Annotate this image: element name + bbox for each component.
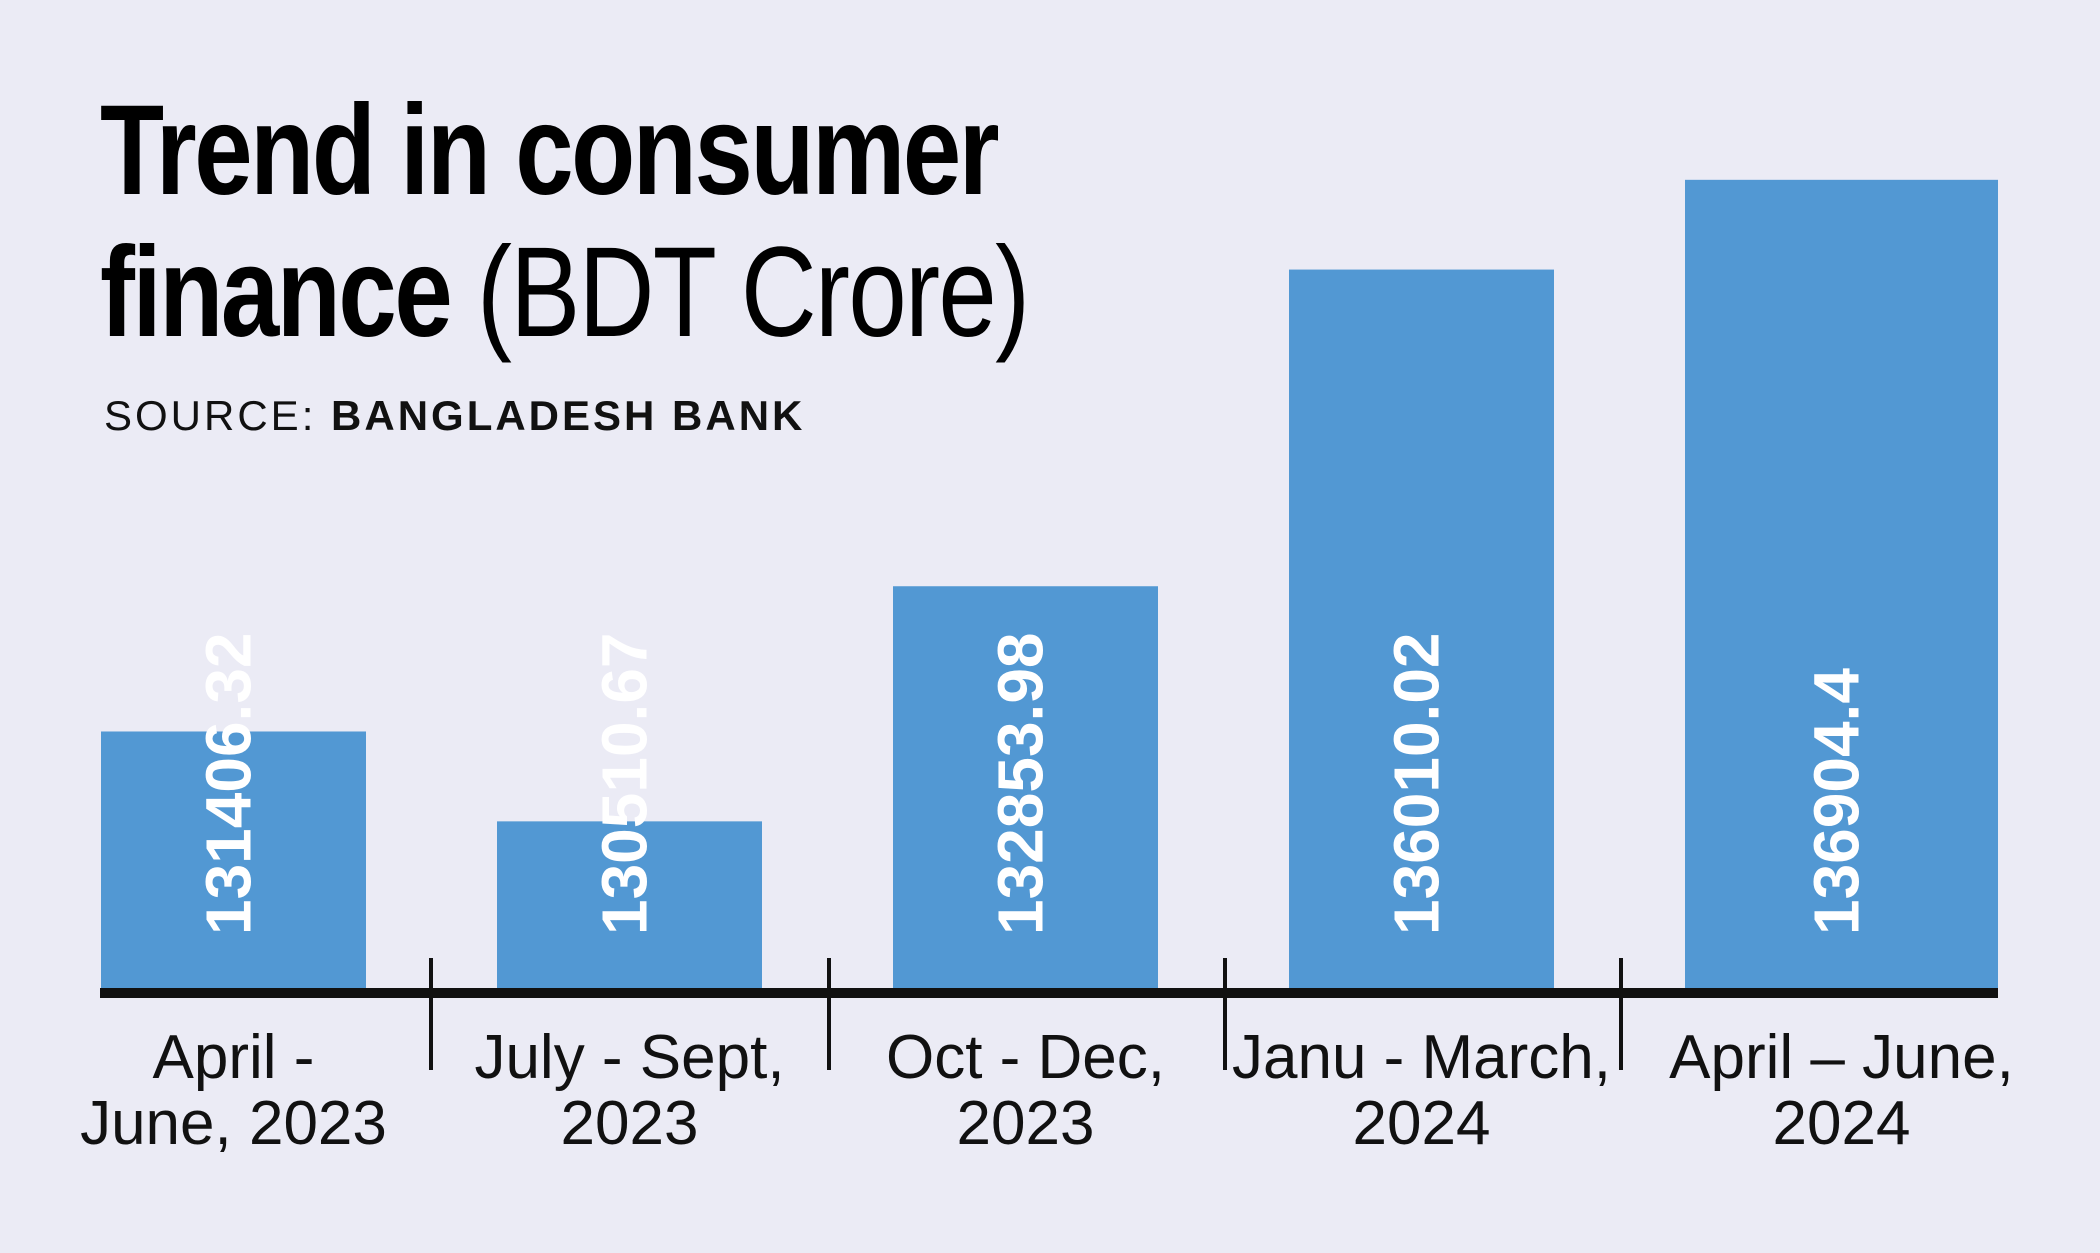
title-line-2: finance (BDT Crore) [100, 221, 1030, 364]
bar-1 [101, 731, 366, 993]
axis-layer [100, 958, 1998, 1070]
value-label-1: 131406.32 [192, 632, 264, 935]
value-label-5: 136904.4 [1800, 668, 1872, 935]
source-label: SOURCE: [104, 392, 317, 439]
bar-4 [1289, 269, 1554, 994]
category-label-1: April -June, 2023 [80, 1023, 387, 1158]
category-label-3: Oct - Dec, 2023 [886, 1023, 1165, 1158]
x-axis-line [100, 988, 1998, 998]
value-label-3: 132853.98 [984, 632, 1056, 935]
axis-divider-3 [1223, 958, 1227, 1070]
bar-3 [893, 586, 1158, 993]
value-label-2: 130510.67 [588, 632, 660, 935]
title-main: finance [100, 221, 453, 364]
axis-divider-1 [429, 958, 433, 1070]
labels-layer: 131406.32 April -June, 2023 130510.67 July … [80, 632, 2014, 1158]
axis-divider-2 [827, 958, 831, 1070]
value-label-4: 136010.02 [1380, 632, 1452, 935]
title-line-1: Trend in consumer [100, 79, 1000, 222]
bars-layer [101, 179, 1998, 994]
bar-2 [497, 821, 762, 993]
source-line: SOURCE: BANGLADESH BANK [104, 392, 805, 440]
bar-5 [1685, 179, 1998, 993]
axis-divider-4 [1619, 958, 1623, 1070]
category-label-5: April – June, 2024 [1669, 1023, 2014, 1158]
category-label-4: Janu - March, 2024 [1232, 1023, 1611, 1158]
title-unit: (BDT Crore) [476, 221, 1030, 364]
chart-title: Trend in consumer finance (BDT Crore) [100, 80, 1200, 364]
category-label-2: July - Sept, 2023 [474, 1023, 784, 1158]
source-name: BANGLADESH BANK [331, 392, 806, 439]
